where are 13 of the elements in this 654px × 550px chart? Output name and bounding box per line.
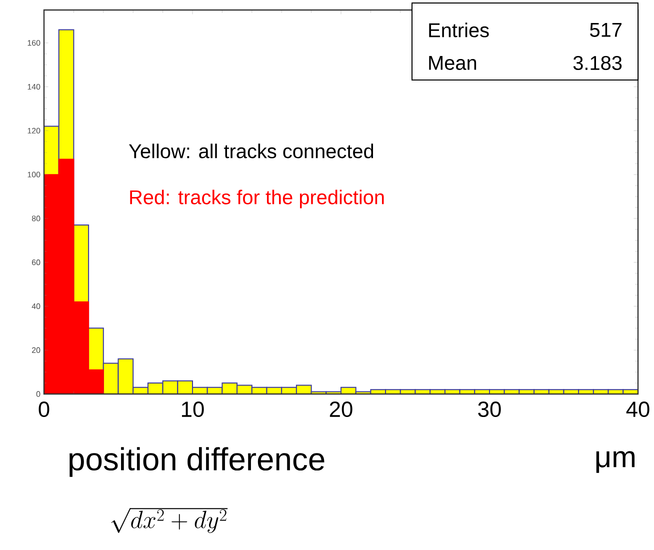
x-tick-label: 20 bbox=[330, 402, 352, 418]
text: $\sqrt{dx^2 + dy^2}$ bbox=[111, 508, 228, 534]
x-tick-label: 10 bbox=[182, 402, 204, 418]
x-axis-title: position difference bbox=[70, 447, 324, 477]
x-tick-label: 30 bbox=[478, 402, 501, 418]
annotation: Yellow: all tracks connected bbox=[128, 144, 374, 158]
annotation: Red: tracks for the prediction bbox=[130, 190, 384, 208]
annotation: 517 bbox=[590, 23, 622, 37]
annotation: 3.183 bbox=[573, 56, 622, 70]
x-tick-label: 40 bbox=[626, 402, 650, 418]
annotation: Mean bbox=[429, 56, 476, 70]
text: μm bbox=[596, 451, 635, 473]
annotation: Entries bbox=[429, 22, 489, 38]
